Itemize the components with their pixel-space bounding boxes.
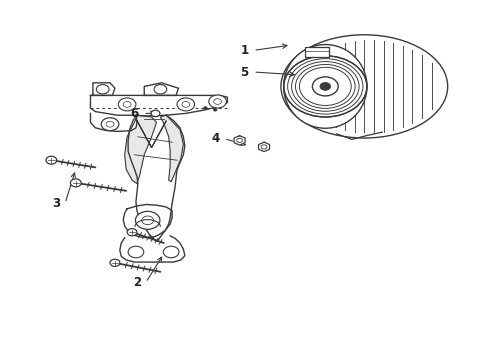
Ellipse shape bbox=[280, 35, 447, 138]
Circle shape bbox=[118, 98, 136, 111]
Circle shape bbox=[203, 107, 207, 109]
Circle shape bbox=[177, 98, 194, 111]
Polygon shape bbox=[120, 236, 184, 262]
Polygon shape bbox=[90, 95, 227, 116]
Circle shape bbox=[70, 179, 81, 187]
Circle shape bbox=[135, 211, 160, 229]
Circle shape bbox=[46, 156, 57, 164]
Polygon shape bbox=[90, 113, 137, 131]
Polygon shape bbox=[160, 115, 183, 182]
Circle shape bbox=[319, 82, 330, 90]
Text: 4: 4 bbox=[211, 132, 219, 145]
Polygon shape bbox=[258, 142, 269, 152]
Circle shape bbox=[208, 95, 226, 108]
Ellipse shape bbox=[283, 45, 366, 128]
Circle shape bbox=[312, 77, 338, 96]
Circle shape bbox=[213, 108, 217, 111]
Polygon shape bbox=[234, 136, 244, 145]
Text: 1: 1 bbox=[240, 44, 248, 57]
Circle shape bbox=[110, 259, 120, 266]
Circle shape bbox=[163, 246, 179, 258]
Polygon shape bbox=[124, 115, 156, 184]
Polygon shape bbox=[128, 115, 184, 241]
Polygon shape bbox=[123, 204, 172, 238]
Circle shape bbox=[151, 110, 160, 117]
Circle shape bbox=[101, 118, 119, 131]
Text: 5: 5 bbox=[240, 66, 248, 78]
Circle shape bbox=[128, 246, 143, 258]
Circle shape bbox=[127, 229, 137, 236]
Text: 2: 2 bbox=[133, 276, 141, 289]
Text: 6: 6 bbox=[130, 107, 138, 120]
Polygon shape bbox=[144, 83, 178, 95]
Text: 3: 3 bbox=[52, 197, 60, 210]
Bar bbox=[304, 47, 328, 57]
Polygon shape bbox=[93, 83, 115, 95]
